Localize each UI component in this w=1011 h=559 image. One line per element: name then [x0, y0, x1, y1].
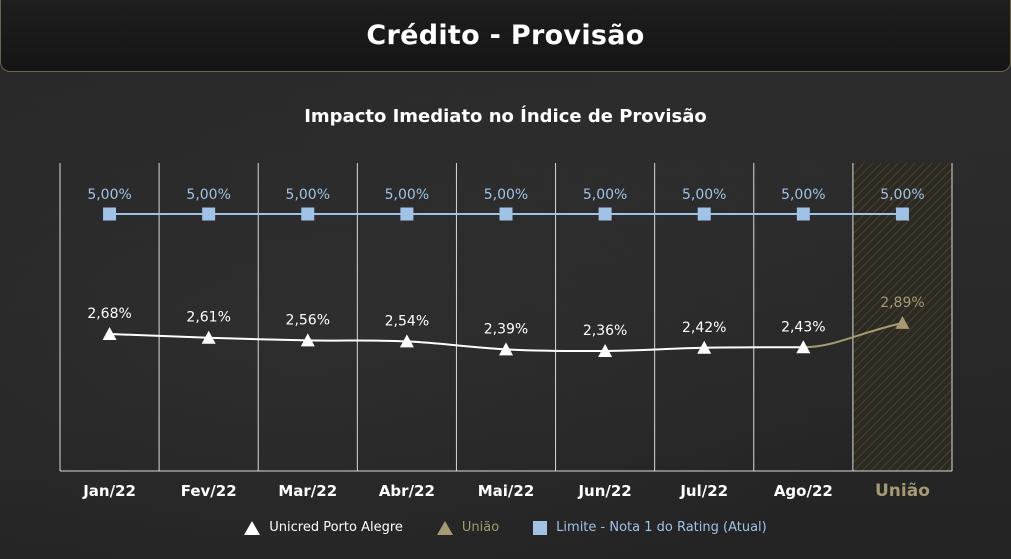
x-tick-label: Abr/22	[379, 482, 435, 500]
data-label: 5,00%	[781, 187, 825, 203]
data-label: 2,36%	[583, 323, 627, 339]
legend-label: Unicred Porto Alegre	[269, 520, 403, 535]
x-tick-label: Mai/22	[478, 482, 535, 500]
limite-marker	[895, 207, 909, 221]
x-tick-label: Ago/22	[774, 482, 833, 500]
data-label: 5,00%	[286, 187, 330, 203]
header-bar: Crédito - Provisão	[0, 0, 1011, 72]
series-line-uniao	[803, 321, 903, 349]
uniao-marker	[895, 315, 910, 329]
data-label: 2,54%	[385, 313, 429, 329]
data-label: 2,42%	[682, 320, 726, 336]
x-tick-label: Fev/22	[181, 482, 237, 500]
limite-marker	[598, 207, 612, 221]
data-label: 5,00%	[484, 187, 528, 203]
limite-marker	[796, 207, 810, 221]
limite-marker	[103, 207, 117, 221]
limite-marker	[301, 207, 315, 221]
unicred-marker	[697, 340, 712, 354]
data-label: 2,39%	[484, 321, 528, 337]
data-label: 2,43%	[781, 319, 825, 335]
x-tick-label: Jan/22	[82, 482, 136, 500]
legend-item-limite: Limite - Nota 1 do Rating (Atual)	[533, 520, 767, 535]
x-tick-label: Mar/22	[278, 482, 337, 500]
data-label: 5,00%	[682, 187, 726, 203]
data-label: 5,00%	[880, 187, 924, 203]
page-title: Crédito - Provisão	[366, 20, 645, 51]
legend-label: União	[461, 520, 500, 535]
legend-triangle-icon	[436, 520, 453, 535]
data-label: 2,68%	[87, 306, 131, 322]
unicred-marker	[102, 327, 117, 340]
chart-title: Impacto Imediato no Índice de Provisão	[304, 106, 707, 127]
x-tick-label: União	[875, 481, 930, 501]
data-label: 5,00%	[186, 187, 230, 203]
legend-triangle-icon	[244, 520, 261, 535]
legend-square-icon	[533, 520, 548, 535]
limite-marker	[202, 207, 216, 221]
data-label: 2,56%	[286, 312, 330, 328]
x-tick-label: Jul/22	[679, 482, 728, 500]
unicred-marker	[300, 333, 315, 347]
legend-label: Limite - Nota 1 do Rating (Atual)	[556, 520, 767, 535]
unicred-marker	[399, 334, 414, 348]
limite-marker	[400, 207, 414, 221]
unicred-marker	[796, 340, 811, 354]
data-label: 5,00%	[385, 187, 429, 203]
limite-marker	[697, 207, 711, 221]
chart-legend: Unicred Porto Alegre União Limite - Nota…	[0, 520, 1011, 535]
data-label: 2,61%	[186, 310, 230, 326]
data-label: 5,00%	[87, 187, 131, 203]
legend-item-unicred: Unicred Porto Alegre	[244, 520, 403, 535]
series-line-unicred	[109, 333, 804, 353]
data-label: 5,00%	[583, 187, 627, 203]
data-label: 2,89%	[880, 295, 924, 311]
unicred-marker	[598, 343, 613, 357]
limite-marker	[499, 207, 513, 221]
x-tick-label: Jun/22	[577, 482, 631, 500]
unicred-marker	[201, 330, 216, 344]
unicred-marker	[499, 342, 513, 356]
legend-item-uniao: União	[436, 520, 500, 535]
